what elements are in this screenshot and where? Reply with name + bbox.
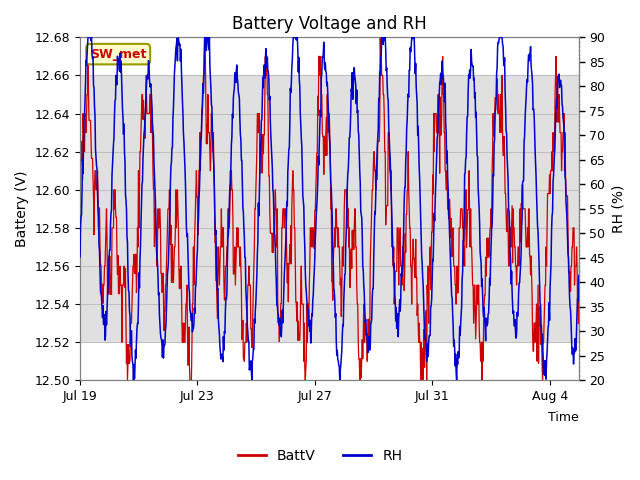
Y-axis label: RH (%): RH (%) bbox=[611, 185, 625, 233]
Legend: BattV, RH: BattV, RH bbox=[232, 443, 408, 468]
Text: SW_met: SW_met bbox=[90, 48, 147, 60]
Bar bbox=[80, 75, 579, 342]
Title: Battery Voltage and RH: Battery Voltage and RH bbox=[232, 15, 427, 33]
X-axis label: Time: Time bbox=[548, 411, 579, 424]
Y-axis label: Battery (V): Battery (V) bbox=[15, 170, 29, 247]
